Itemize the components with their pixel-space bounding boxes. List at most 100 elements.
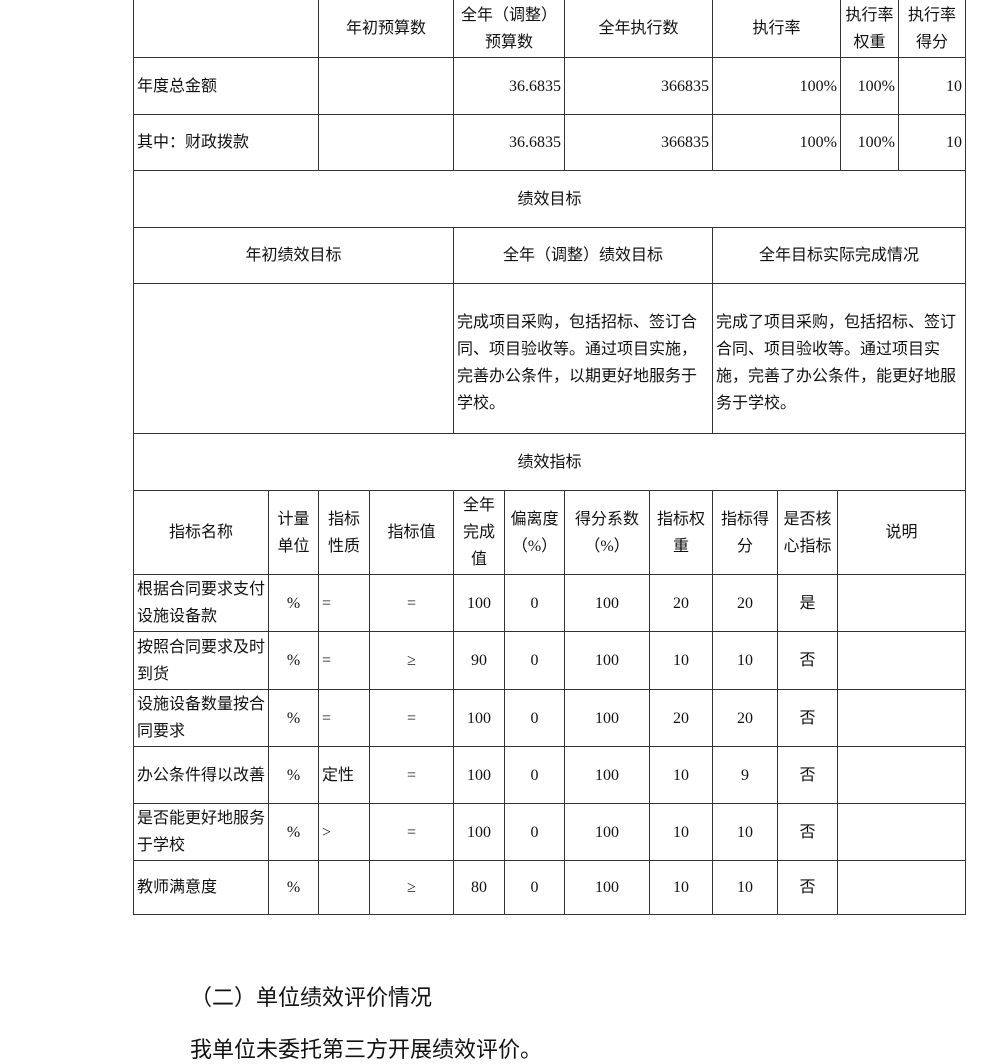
goals-initial	[133, 283, 454, 434]
unit: %	[268, 574, 319, 632]
indicator-header-cell: 偏离度（%）	[504, 490, 565, 575]
indicator-header-cell: 全年完成值	[453, 490, 505, 575]
score-coefficient: 100	[564, 689, 650, 747]
score: 10	[712, 631, 778, 690]
indicator-row: 办公条件得以改善% 定性 = 100 0 100 10 9 否	[133, 746, 966, 804]
nature: >	[318, 803, 370, 861]
row-label: 其中：财政拨款	[133, 114, 319, 171]
indicator-row: 教师满意度% ≥80 0 100 10 10 否	[133, 860, 966, 915]
note	[837, 860, 966, 915]
initial-budget	[318, 114, 454, 171]
weight: 10	[649, 631, 713, 690]
score-coefficient: 100	[564, 803, 650, 861]
header-cell: 年初预算数	[318, 0, 454, 58]
section-body: 我单位未委托第三方开展绩效评价。	[190, 1038, 543, 1063]
actual-value: 100	[453, 574, 505, 632]
weight: 10	[649, 860, 713, 915]
indicator-name: 教师满意度	[133, 860, 269, 915]
score: 20	[712, 689, 778, 747]
indicator-header-cell: 指标值	[369, 490, 454, 575]
indicator-row: 按照合同要求及时到货% = ≥90 0 100 10 10 否	[133, 631, 966, 690]
indicator-header-cell: 得分系数（%）	[564, 490, 650, 575]
is-core: 否	[777, 860, 838, 915]
nature: =	[318, 574, 370, 632]
target-value: ≥	[369, 631, 454, 690]
weight: 20	[649, 574, 713, 632]
target-value: ≥	[369, 860, 454, 915]
deviation: 0	[504, 803, 565, 861]
indicator-header-cell: 是否核心指标	[777, 490, 838, 575]
executed-amount: 366835	[564, 114, 713, 171]
header-cell: 全年执行数	[564, 0, 713, 58]
goals-title: 绩效目标	[133, 170, 966, 228]
goals-header-adjusted: 全年（调整）绩效目标	[453, 227, 713, 284]
unit: %	[268, 746, 319, 804]
budget-row: 年度总金额 36.6835 366835 100% 100% 10	[133, 57, 966, 115]
unit: %	[268, 689, 319, 747]
is-core: 是	[777, 574, 838, 632]
is-core: 否	[777, 689, 838, 747]
note	[837, 574, 966, 632]
score-coefficient: 100	[564, 631, 650, 690]
score: 10	[712, 860, 778, 915]
goals-adjusted: 完成项目采购，包括招标、签订合同、项目验收等。通过项目实施，完善办公条件，以期更…	[453, 283, 713, 434]
execution-rate: 100%	[712, 114, 841, 171]
adjusted-budget: 36.6835	[453, 57, 565, 115]
deviation: 0	[504, 631, 565, 690]
indicators-title: 绩效指标	[133, 433, 966, 491]
target-value: =	[369, 746, 454, 804]
indicator-name: 办公条件得以改善	[133, 746, 269, 804]
header-cell: 全年（调整）预算数	[453, 0, 565, 58]
unit: %	[268, 631, 319, 690]
indicator-name: 根据合同要求支付设施设备款	[133, 574, 269, 632]
indicator-name: 按照合同要求及时到货	[133, 631, 269, 690]
budget-header-row: 年初预算数 全年（调整）预算数 全年执行数 执行率 执行率权重 执行率得分	[133, 0, 966, 58]
note	[837, 746, 966, 804]
actual-value: 90	[453, 631, 505, 690]
indicator-name: 是否能更好地服务于学校	[133, 803, 269, 861]
deviation: 0	[504, 746, 565, 804]
score-coefficient: 100	[564, 860, 650, 915]
note	[837, 689, 966, 747]
note	[837, 631, 966, 690]
score-coefficient: 100	[564, 574, 650, 632]
indicator-header-cell: 指标得分	[712, 490, 778, 575]
deviation: 0	[504, 574, 565, 632]
nature: =	[318, 631, 370, 690]
indicators-header-row: 指标名称 计量单位 指标性质 指标值 全年完成值 偏离度（%） 得分系数（%） 指标权重 指标得…	[133, 490, 966, 575]
rate-weight: 100%	[840, 114, 899, 171]
score: 9	[712, 746, 778, 804]
weight: 10	[649, 746, 713, 804]
score: 10	[712, 803, 778, 861]
indicator-name: 设施设备数量按合同要求	[133, 689, 269, 747]
is-core: 否	[777, 631, 838, 690]
score-coefficient: 100	[564, 746, 650, 804]
budget-goals-table: 年初预算数 全年（调整）预算数 全年执行数 执行率 执行率权重 执行率得分 年度…	[133, 0, 966, 491]
is-core: 否	[777, 746, 838, 804]
weight: 20	[649, 689, 713, 747]
note	[837, 803, 966, 861]
weight: 10	[649, 803, 713, 861]
header-cell: 执行率	[712, 0, 841, 58]
score: 20	[712, 574, 778, 632]
deviation: 0	[504, 689, 565, 747]
execution-rate: 100%	[712, 57, 841, 115]
target-value: =	[369, 689, 454, 747]
goals-header-actual: 全年目标实际完成情况	[712, 227, 966, 284]
actual-value: 100	[453, 689, 505, 747]
budget-row: 其中：财政拨款 36.6835 366835 100% 100% 10	[133, 114, 966, 171]
rate-score: 10	[898, 57, 966, 115]
adjusted-budget: 36.6835	[453, 114, 565, 171]
goals-actual: 完成了项目采购，包括招标、签订合同、项目验收等。通过项目实施，完善了办公条件，能…	[712, 283, 966, 434]
actual-value: 100	[453, 803, 505, 861]
goals-header-initial: 年初绩效目标	[133, 227, 454, 284]
nature: =	[318, 689, 370, 747]
deviation: 0	[504, 860, 565, 915]
actual-value: 80	[453, 860, 505, 915]
indicator-header-cell: 指标权重	[649, 490, 713, 575]
indicator-row: 是否能更好地服务于学校% > = 100 0 100 10 10 否	[133, 803, 966, 861]
target-value: =	[369, 574, 454, 632]
target-value: =	[369, 803, 454, 861]
rate-score: 10	[898, 114, 966, 171]
rate-weight: 100%	[840, 57, 899, 115]
